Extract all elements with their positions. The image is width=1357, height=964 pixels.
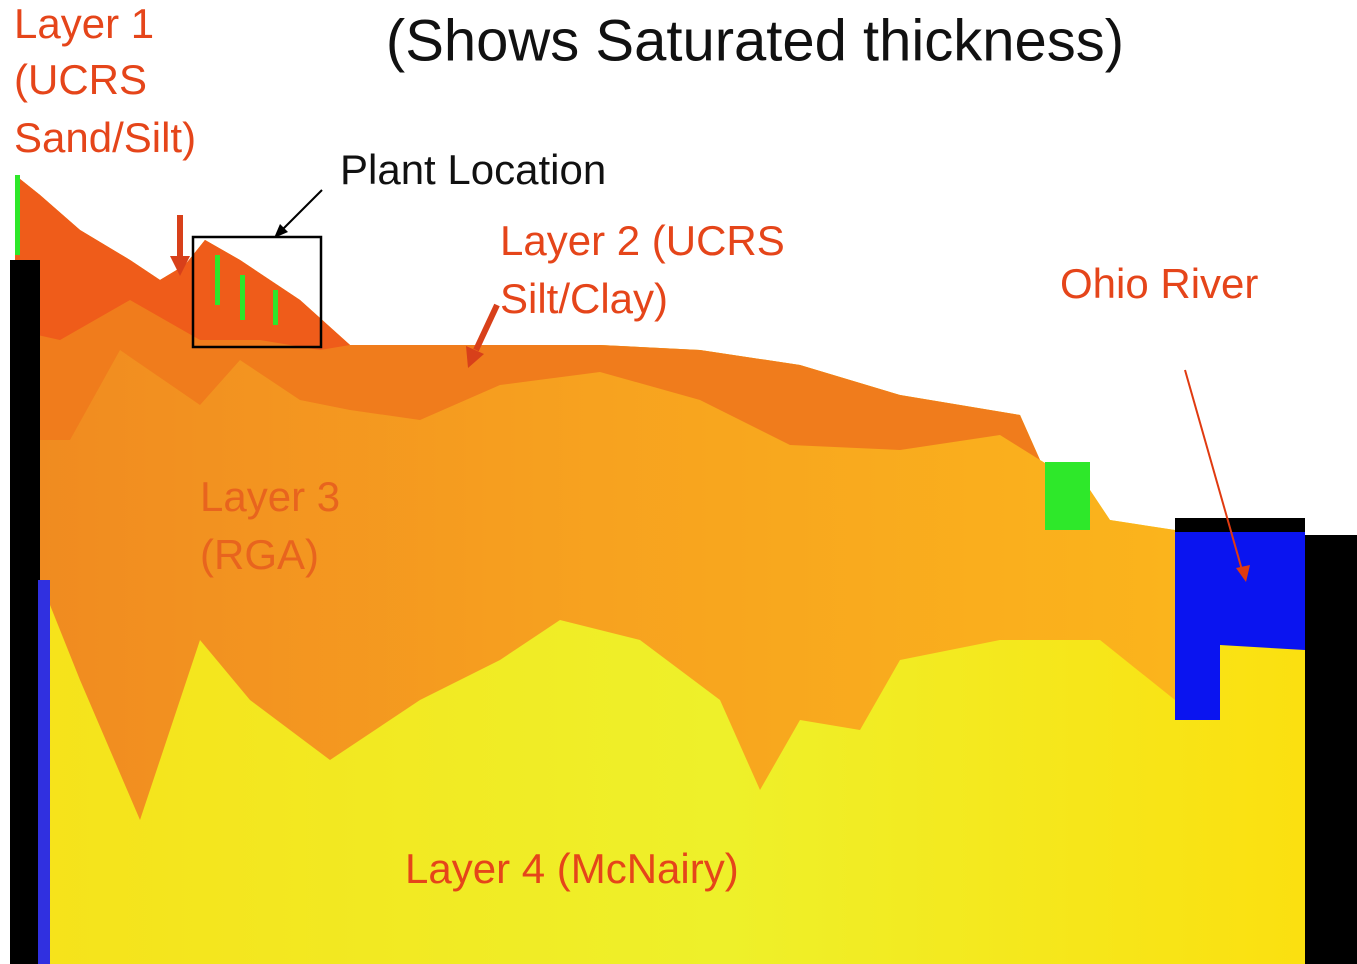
layer-3-label: Layer 3 [200, 473, 340, 520]
river-arrow [1184, 369, 1243, 571]
river-top [1175, 518, 1305, 532]
layer-1-label: Sand/Silt) [14, 114, 196, 161]
layer2-arrow [473, 303, 500, 352]
green-patch [1045, 462, 1090, 530]
layer-1-label: Layer 1 [14, 0, 154, 47]
layer-2-label: Silt/Clay) [500, 275, 668, 322]
left-blue [38, 580, 50, 964]
layer-1-label: (UCRS [14, 56, 147, 103]
green-strip [240, 275, 245, 320]
plant-label: Plant Location [340, 146, 606, 193]
layer-2 [15, 175, 1040, 460]
green-strip [215, 255, 220, 305]
right-boundary [1305, 535, 1357, 964]
ohio-river-cells [1175, 530, 1305, 720]
layer-4-label: Layer 4 (McNairy) [405, 845, 739, 892]
layer-2-label: Layer 2 (UCRS [500, 217, 785, 264]
title: (Shows Saturated thickness) [386, 8, 1124, 73]
plant-arrowhead [274, 224, 288, 238]
plant-arrow [279, 189, 323, 233]
layer-3-label: (RGA) [200, 531, 319, 578]
plant-box [191, 235, 323, 349]
river-arrowhead [1236, 565, 1250, 582]
layer-1 [15, 175, 350, 350]
layer1-arrowhead [170, 256, 190, 276]
left-boundary [10, 260, 40, 964]
layer2-arrowhead [466, 346, 484, 368]
green-strip [273, 290, 278, 325]
river-label: Ohio River [1060, 260, 1258, 307]
green-strip [15, 175, 20, 255]
